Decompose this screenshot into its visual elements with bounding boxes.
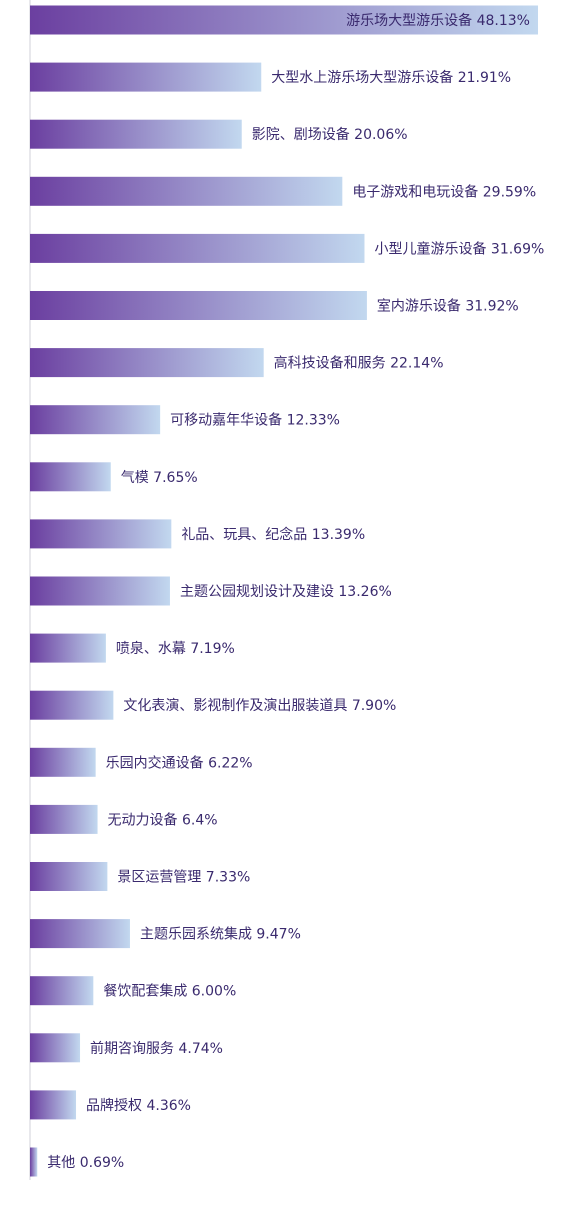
bar-group: 室内游乐设备 31.92% bbox=[30, 291, 519, 320]
bar-group: 大型水上游乐场大型游乐设备 21.91% bbox=[30, 62, 511, 92]
bar-group: 小型儿童游乐设备 31.69% bbox=[30, 233, 544, 263]
bar bbox=[30, 348, 264, 378]
bar-label: 乐园内交通设备 6.22% bbox=[106, 754, 253, 771]
bar-group: 前期咨询服务 4.74% bbox=[30, 1033, 223, 1063]
bar-label: 喷泉、水幕 7.19% bbox=[116, 640, 235, 657]
bar-label: 可移动嘉年华设备 12.33% bbox=[170, 412, 340, 429]
bar-group: 文化表演、影视制作及演出服装道具 7.90% bbox=[30, 690, 396, 720]
bar-label: 气模 7.65% bbox=[121, 470, 198, 486]
bar bbox=[30, 976, 94, 1006]
bar-label: 主题乐园系统集成 9.47% bbox=[140, 926, 301, 943]
bar-group: 品牌授权 4.36% bbox=[30, 1090, 191, 1120]
bar bbox=[30, 919, 130, 949]
bar bbox=[30, 291, 367, 320]
bar-group: 电子游戏和电玩设备 29.59% bbox=[30, 176, 536, 206]
bar bbox=[30, 633, 106, 663]
bar bbox=[30, 862, 108, 891]
bar-group: 可移动嘉年华设备 12.33% bbox=[30, 405, 340, 435]
bar-group: 主题公园规划设计及建设 13.26% bbox=[30, 576, 392, 606]
bar-label: 其他 0.69% bbox=[47, 1155, 124, 1171]
bar-label: 前期咨询服务 4.74% bbox=[90, 1040, 223, 1057]
bar-group: 高科技设备和服务 22.14% bbox=[30, 348, 444, 378]
bar-group: 礼品、玩具、纪念品 13.39% bbox=[30, 519, 365, 549]
bar bbox=[30, 5, 538, 35]
bar-group: 气模 7.65% bbox=[30, 462, 198, 492]
bar bbox=[30, 405, 161, 435]
bar-label: 文化表演、影视制作及演出服装道具 7.90% bbox=[123, 698, 396, 714]
bar bbox=[30, 576, 170, 606]
bar-label: 主题公园规划设计及建设 13.26% bbox=[180, 584, 392, 600]
bar-label: 影院、剧场设备 20.06% bbox=[252, 126, 408, 143]
bar-group: 游乐场大型游乐设备 48.13% bbox=[30, 5, 538, 35]
bar-label: 游乐场大型游乐设备 48.13% bbox=[346, 12, 530, 29]
bar-group: 喷泉、水幕 7.19% bbox=[30, 633, 235, 663]
bar bbox=[30, 690, 114, 720]
bar bbox=[30, 747, 96, 777]
bar-group: 影院、剧场设备 20.06% bbox=[30, 119, 408, 149]
bar bbox=[30, 62, 262, 92]
bars-layer: 游乐场大型游乐设备 48.13% 大型水上游乐场大型游乐设备 21.91% 影院、剧… bbox=[30, 5, 544, 1177]
bar-label: 无动力设备 6.4% bbox=[108, 811, 218, 828]
bar bbox=[30, 1147, 38, 1177]
bar-label: 小型儿童游乐设备 31.69% bbox=[374, 240, 544, 257]
bar-label: 大型水上游乐场大型游乐设备 21.91% bbox=[271, 69, 511, 86]
bar bbox=[30, 1090, 77, 1120]
bar bbox=[30, 1033, 81, 1063]
bar bbox=[30, 176, 343, 206]
bar-group: 其他 0.69% bbox=[30, 1147, 124, 1177]
bar bbox=[30, 804, 98, 834]
bar-group: 乐园内交通设备 6.22% bbox=[30, 747, 253, 777]
bar bbox=[30, 519, 172, 549]
bar-label: 室内游乐设备 31.92% bbox=[377, 298, 519, 315]
bar-label: 景区运营管理 7.33% bbox=[117, 870, 250, 886]
bar-group: 主题乐园系统集成 9.47% bbox=[30, 919, 301, 949]
bar-group: 餐饮配套集成 6.00% bbox=[30, 976, 236, 1006]
bar-label: 电子游戏和电玩设备 29.59% bbox=[352, 183, 536, 200]
bar bbox=[30, 462, 111, 492]
bar-label: 高科技设备和服务 22.14% bbox=[274, 355, 444, 372]
bar-label: 礼品、玩具、纪念品 13.39% bbox=[181, 526, 365, 543]
bar bbox=[30, 119, 242, 149]
bar-label: 品牌授权 4.36% bbox=[86, 1097, 191, 1114]
bar-group: 景区运营管理 7.33% bbox=[30, 862, 250, 891]
bar-label: 餐饮配套集成 6.00% bbox=[103, 983, 236, 1000]
bar-group: 无动力设备 6.4% bbox=[30, 804, 218, 834]
bar bbox=[30, 233, 365, 263]
